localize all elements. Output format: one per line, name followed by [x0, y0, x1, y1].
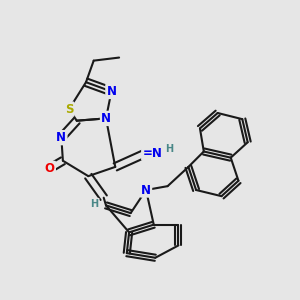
Text: N: N — [106, 85, 116, 98]
Text: =N: =N — [142, 146, 162, 160]
Text: O: O — [45, 162, 55, 175]
Text: H: H — [90, 199, 98, 209]
Text: N: N — [56, 131, 66, 144]
Text: N: N — [141, 184, 151, 196]
Text: S: S — [65, 103, 73, 116]
Text: N: N — [101, 112, 111, 125]
Text: H: H — [165, 144, 173, 154]
